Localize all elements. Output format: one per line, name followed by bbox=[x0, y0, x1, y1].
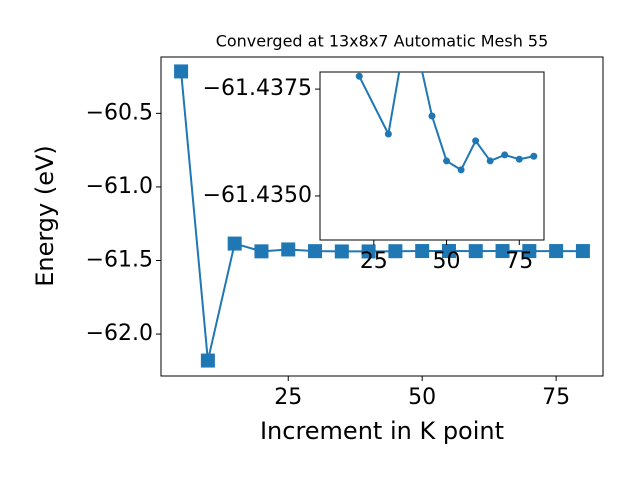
marker bbox=[443, 157, 451, 165]
y-axis-label: Energy (eV) bbox=[31, 145, 59, 287]
line bbox=[180, 71, 583, 361]
marker bbox=[549, 244, 564, 259]
marker bbox=[308, 244, 323, 259]
x-tick-label: 75 bbox=[505, 249, 533, 274]
marker bbox=[334, 244, 349, 259]
series bbox=[355, 72, 538, 174]
marker bbox=[457, 166, 465, 174]
y-tick-label: −61.4375 bbox=[203, 76, 312, 101]
series bbox=[174, 64, 590, 368]
marker bbox=[281, 242, 296, 257]
marker bbox=[415, 244, 430, 259]
marker bbox=[530, 152, 538, 160]
marker bbox=[384, 130, 392, 138]
x-axis-label: Increment in K point bbox=[260, 417, 504, 445]
y-tick-label: −62.0 bbox=[86, 321, 153, 346]
marker bbox=[468, 244, 483, 259]
marker bbox=[486, 157, 494, 165]
x-tick-label: 25 bbox=[360, 249, 388, 274]
marker bbox=[174, 64, 189, 79]
x-tick-label: 75 bbox=[542, 385, 570, 410]
x-tick-label: 25 bbox=[274, 385, 302, 410]
marker bbox=[388, 244, 403, 259]
marker bbox=[361, 244, 376, 259]
y-tick-label: −61.4350 bbox=[203, 183, 312, 208]
marker bbox=[428, 112, 436, 120]
marker bbox=[515, 155, 523, 163]
y-tick-label: −61.0 bbox=[86, 174, 153, 199]
marker bbox=[254, 244, 269, 259]
marker bbox=[441, 244, 456, 259]
chart-title: Converged at 13x8x7 Automatic Mesh 55 bbox=[216, 32, 549, 51]
marker bbox=[501, 151, 509, 159]
marker bbox=[355, 72, 363, 80]
x-tick-label: 50 bbox=[408, 385, 436, 410]
y-tick-label: −60.5 bbox=[86, 100, 153, 125]
marker bbox=[472, 137, 480, 145]
marker bbox=[227, 236, 242, 251]
y-tick-label: −61.5 bbox=[86, 247, 153, 272]
marker bbox=[200, 353, 215, 368]
marker bbox=[495, 244, 510, 259]
marker bbox=[575, 244, 590, 259]
x-tick-label: 50 bbox=[433, 249, 461, 274]
marker bbox=[522, 244, 537, 259]
